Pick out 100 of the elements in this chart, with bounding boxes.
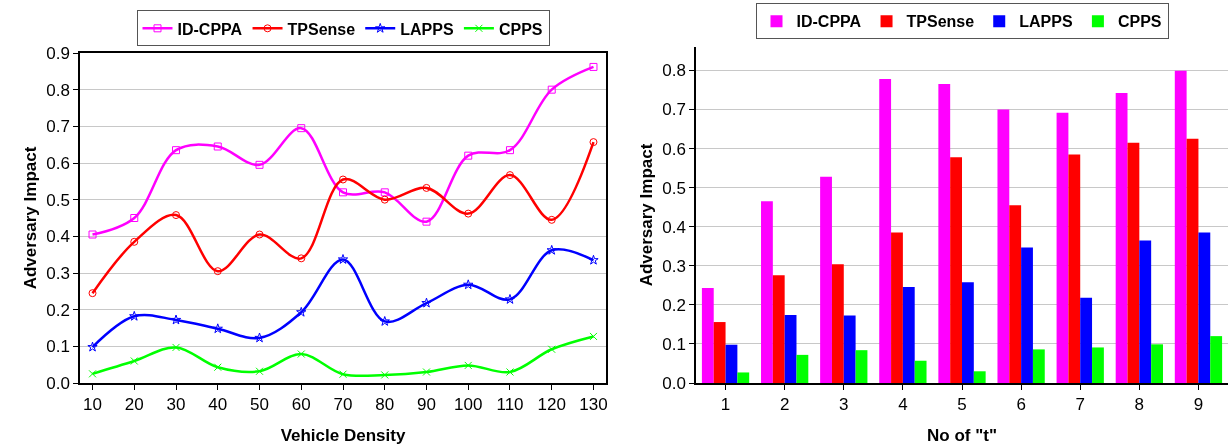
y-tick-label: 0.5	[46, 190, 70, 210]
bar	[914, 360, 927, 383]
point	[255, 230, 264, 239]
bar	[1174, 70, 1187, 383]
bar	[855, 350, 868, 383]
legend-label: TPSense	[906, 13, 975, 31]
point	[130, 237, 139, 246]
y-tick-label: 0.2	[662, 295, 686, 315]
x-tick-label: 10	[83, 395, 102, 415]
x-tick-label: 110	[496, 395, 524, 415]
y-tick-label: 0.1	[662, 334, 686, 354]
bar	[962, 282, 974, 383]
point	[88, 369, 97, 378]
y-tick-label: 0.4	[662, 217, 686, 237]
point	[130, 214, 139, 222]
legend-label: ID-CPPA	[177, 20, 243, 38]
legend-label: ID-CPPA	[796, 13, 862, 31]
bar	[725, 344, 738, 383]
x-tick-label: 9	[1193, 395, 1204, 415]
y-tick-label: 0.3	[662, 256, 686, 276]
point	[463, 279, 474, 290]
x-tick-label: 1	[720, 395, 731, 415]
point	[130, 357, 139, 365]
point	[212, 323, 223, 334]
point	[505, 146, 514, 155]
legend-label: CPPS	[1117, 13, 1162, 31]
y-axis-title: Adversary Impact	[636, 143, 656, 287]
y-tick-label: 0.6	[46, 153, 70, 173]
bar	[843, 315, 856, 383]
bar	[1092, 347, 1104, 383]
y-tick-label: 0.8	[46, 80, 70, 100]
x-tick-label: 8	[1134, 395, 1145, 415]
point	[546, 244, 557, 255]
point	[297, 350, 306, 359]
x-tick-label: 90	[417, 395, 436, 415]
y-tick-label: 0.7	[662, 100, 686, 120]
point	[339, 370, 347, 379]
bar	[772, 275, 785, 383]
bar	[973, 371, 986, 383]
legend-label: LAPPS	[400, 20, 454, 38]
point	[504, 294, 516, 304]
point	[380, 195, 389, 204]
point	[254, 332, 265, 343]
point	[379, 316, 390, 326]
point	[589, 62, 598, 71]
y-tick-label: 0.7	[46, 117, 70, 137]
point	[339, 188, 347, 197]
bar	[831, 264, 844, 383]
bar	[1021, 247, 1033, 383]
point	[297, 124, 306, 133]
x-tick-label: 100	[454, 395, 483, 415]
bar	[879, 79, 892, 383]
y-axis-title: Adversary Impact	[20, 146, 40, 290]
bar	[1080, 297, 1093, 383]
point	[547, 85, 556, 94]
point	[380, 370, 389, 379]
y-tick-label: 0.6	[662, 139, 686, 159]
point	[88, 230, 97, 239]
point	[422, 217, 431, 226]
point	[129, 310, 140, 321]
x-tick-label: 2	[779, 395, 790, 415]
y-tick-label: 0.3	[46, 263, 70, 283]
bar	[1210, 336, 1223, 383]
point	[464, 361, 473, 370]
y-tick-label: 0.1	[46, 337, 70, 357]
x-axis-title: Vehicle Density	[280, 426, 406, 445]
x-tick-label: 60	[291, 395, 311, 415]
point	[296, 306, 307, 317]
point	[547, 215, 556, 224]
point	[255, 160, 264, 169]
point	[172, 343, 181, 352]
bar	[997, 109, 1010, 383]
bar	[891, 232, 903, 383]
bar	[938, 84, 951, 383]
point	[505, 368, 514, 376]
x-tick-label: 40	[208, 395, 228, 415]
y-tick-label: 0.9	[46, 43, 70, 63]
point	[337, 254, 349, 264]
point	[589, 138, 598, 147]
point	[172, 146, 181, 155]
y-tick-label: 0.4	[46, 227, 70, 247]
legend-label: LAPPS	[1019, 13, 1073, 31]
legend-label: TPSense	[287, 20, 356, 38]
x-tick-label: 50	[250, 395, 269, 415]
x-tick-label: 6	[1016, 395, 1026, 415]
x-tick-label: 30	[166, 395, 186, 415]
x-tick-label: 80	[375, 395, 395, 415]
point	[380, 188, 389, 197]
point	[255, 367, 264, 376]
x-tick-label: 5	[957, 395, 967, 415]
bar	[701, 288, 714, 383]
point	[422, 368, 431, 376]
bar	[950, 157, 962, 383]
point	[588, 254, 599, 265]
point	[421, 297, 432, 308]
bar	[1127, 142, 1140, 383]
x-tick-label: 70	[333, 395, 353, 415]
point	[464, 209, 473, 218]
x-tick-label: 7	[1075, 395, 1085, 415]
point	[422, 183, 431, 192]
